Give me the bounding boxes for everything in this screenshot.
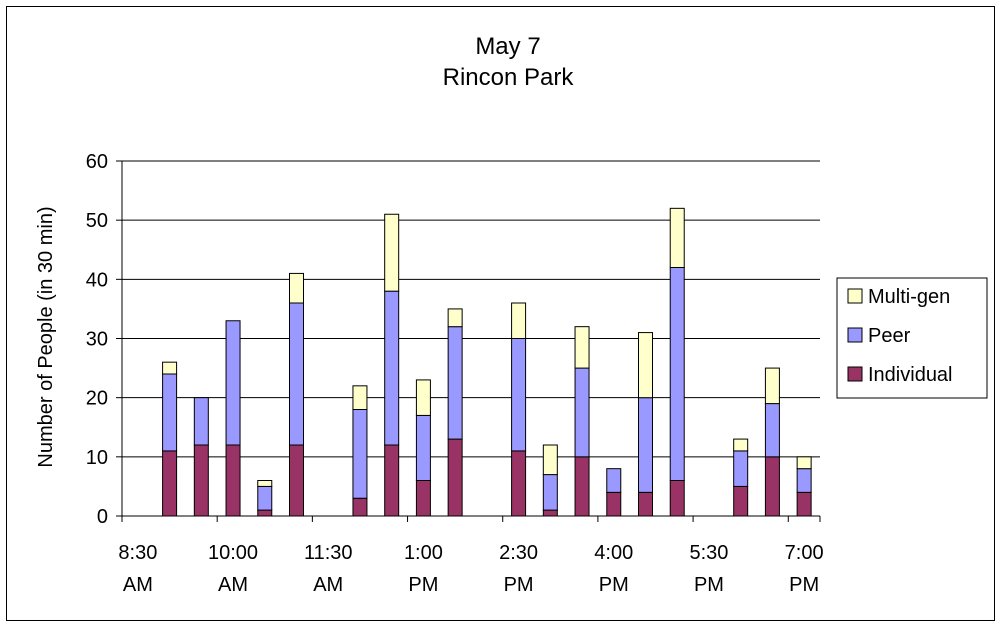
bar-segment-peer <box>257 485 273 511</box>
legend-label-peer: Peer <box>868 325 911 347</box>
bar-segment-individual <box>511 450 527 517</box>
legend-swatch-multi-gen <box>847 288 863 304</box>
bar-segment-peer <box>638 397 653 493</box>
bar-segment-multi-gen <box>669 207 685 268</box>
x-tick-label-time: 4:00 <box>594 542 633 564</box>
bar-segment-individual <box>447 438 463 517</box>
bar-segment-individual <box>542 509 558 517</box>
bars <box>162 207 812 517</box>
y-tick-label: 10 <box>86 447 108 469</box>
bar-segment-multi-gen <box>796 456 812 470</box>
bar-segment-multi-gen <box>733 438 749 452</box>
bar-segment-peer <box>511 338 527 452</box>
x-tick-label-ampm: PM <box>789 574 819 596</box>
chart-subtitle: Rincon Park <box>443 64 575 91</box>
legend-swatch-individual <box>847 366 863 382</box>
bar-segment-peer <box>447 326 463 440</box>
bar-segment-individual <box>162 450 178 517</box>
bar-segment-multi-gen <box>289 272 304 304</box>
chart-frame <box>6 6 995 621</box>
bar-segment-individual <box>796 491 812 517</box>
bar-segment-multi-gen <box>352 385 368 411</box>
bar-segment-peer <box>733 450 749 487</box>
bar-segment-individual <box>764 456 780 517</box>
bar-segment-multi-gen <box>415 379 431 416</box>
axes <box>116 160 821 522</box>
x-tick-label-time: 10:00 <box>208 542 258 564</box>
x-tick-label-time: 1:00 <box>404 542 443 564</box>
bar-segment-peer <box>352 409 368 499</box>
bar-segment-peer <box>764 403 780 458</box>
chart-title: May 7 <box>475 33 540 60</box>
x-tick-label-ampm: AM <box>313 574 343 596</box>
bar-segment-peer <box>542 474 558 511</box>
x-tick-label-time: 2:30 <box>499 542 538 564</box>
x-tick-label-time: 7:00 <box>785 542 824 564</box>
bar-segment-peer <box>384 290 400 446</box>
x-tick-label-ampm: AM <box>218 574 248 596</box>
x-tick-label-ampm: PM <box>408 574 438 596</box>
bar-segment-peer <box>289 302 304 446</box>
bar-segment-multi-gen <box>162 361 178 375</box>
x-tick-label-time: 8:30 <box>118 542 157 564</box>
bar-segment-individual <box>415 480 431 517</box>
bar-segment-peer <box>193 397 209 446</box>
bar-segment-peer <box>415 414 431 481</box>
bar-segment-individual <box>257 509 273 517</box>
bar-segment-individual <box>225 444 241 517</box>
bar-segment-multi-gen <box>447 308 463 328</box>
bar-segment-multi-gen <box>764 367 780 405</box>
bar-segment-individual <box>289 444 304 517</box>
bar-segment-individual <box>638 491 653 517</box>
legend-swatch-peer <box>847 327 863 343</box>
bar-segment-multi-gen <box>542 444 558 476</box>
x-tick-label-ampm: PM <box>504 574 534 596</box>
bar-segment-peer <box>574 367 590 458</box>
bar-segment-individual <box>606 491 622 517</box>
y-tick-label: 20 <box>86 388 108 410</box>
y-axis-label: Number of People (in 30 min) <box>35 206 57 467</box>
bar-segment-peer <box>162 373 178 452</box>
x-tick-labels: 8:30 AM 10:00 AM 11:30 AM 1:00 PM 2:30 PM 4:00 PM 5:… <box>118 542 823 596</box>
y-tick-label: 60 <box>86 151 108 173</box>
x-tick-label-time: 11:30 <box>304 542 353 564</box>
bar-segment-peer <box>225 320 241 446</box>
bar-segment-individual <box>352 497 368 517</box>
y-tick-label: 40 <box>86 269 108 291</box>
bar-segment-peer <box>606 468 622 493</box>
legend-label-individual: Individual <box>868 364 953 386</box>
y-tick-label: 30 <box>86 329 108 351</box>
bar-segment-multi-gen <box>511 302 527 339</box>
x-tick-label-ampm: AM <box>123 574 153 596</box>
bar-segment-multi-gen <box>257 480 273 487</box>
y-tick-labels: 0 10 20 30 40 50 60 <box>86 151 108 528</box>
x-tick-label-ampm: PM <box>694 574 724 596</box>
bar-segment-peer <box>796 468 812 493</box>
y-tick-label: 0 <box>97 506 108 528</box>
bar-segment-multi-gen <box>384 213 400 292</box>
bar-segment-multi-gen <box>574 326 590 369</box>
bar-segment-individual <box>669 480 685 517</box>
bar-segment-individual <box>733 485 749 517</box>
bar-segment-individual <box>574 456 590 517</box>
legend-label-multi-gen: Multi-gen <box>868 286 950 308</box>
bar-segment-peer <box>669 267 685 481</box>
x-tick-label-time: 5:30 <box>689 542 728 564</box>
bar-segment-individual <box>384 444 400 517</box>
legend: Multi-gen Peer Individual <box>836 277 988 399</box>
x-tick-label-ampm: PM <box>599 574 629 596</box>
bar-segment-multi-gen <box>638 332 653 399</box>
bar-segment-individual <box>193 444 209 517</box>
y-tick-label: 50 <box>86 210 108 232</box>
